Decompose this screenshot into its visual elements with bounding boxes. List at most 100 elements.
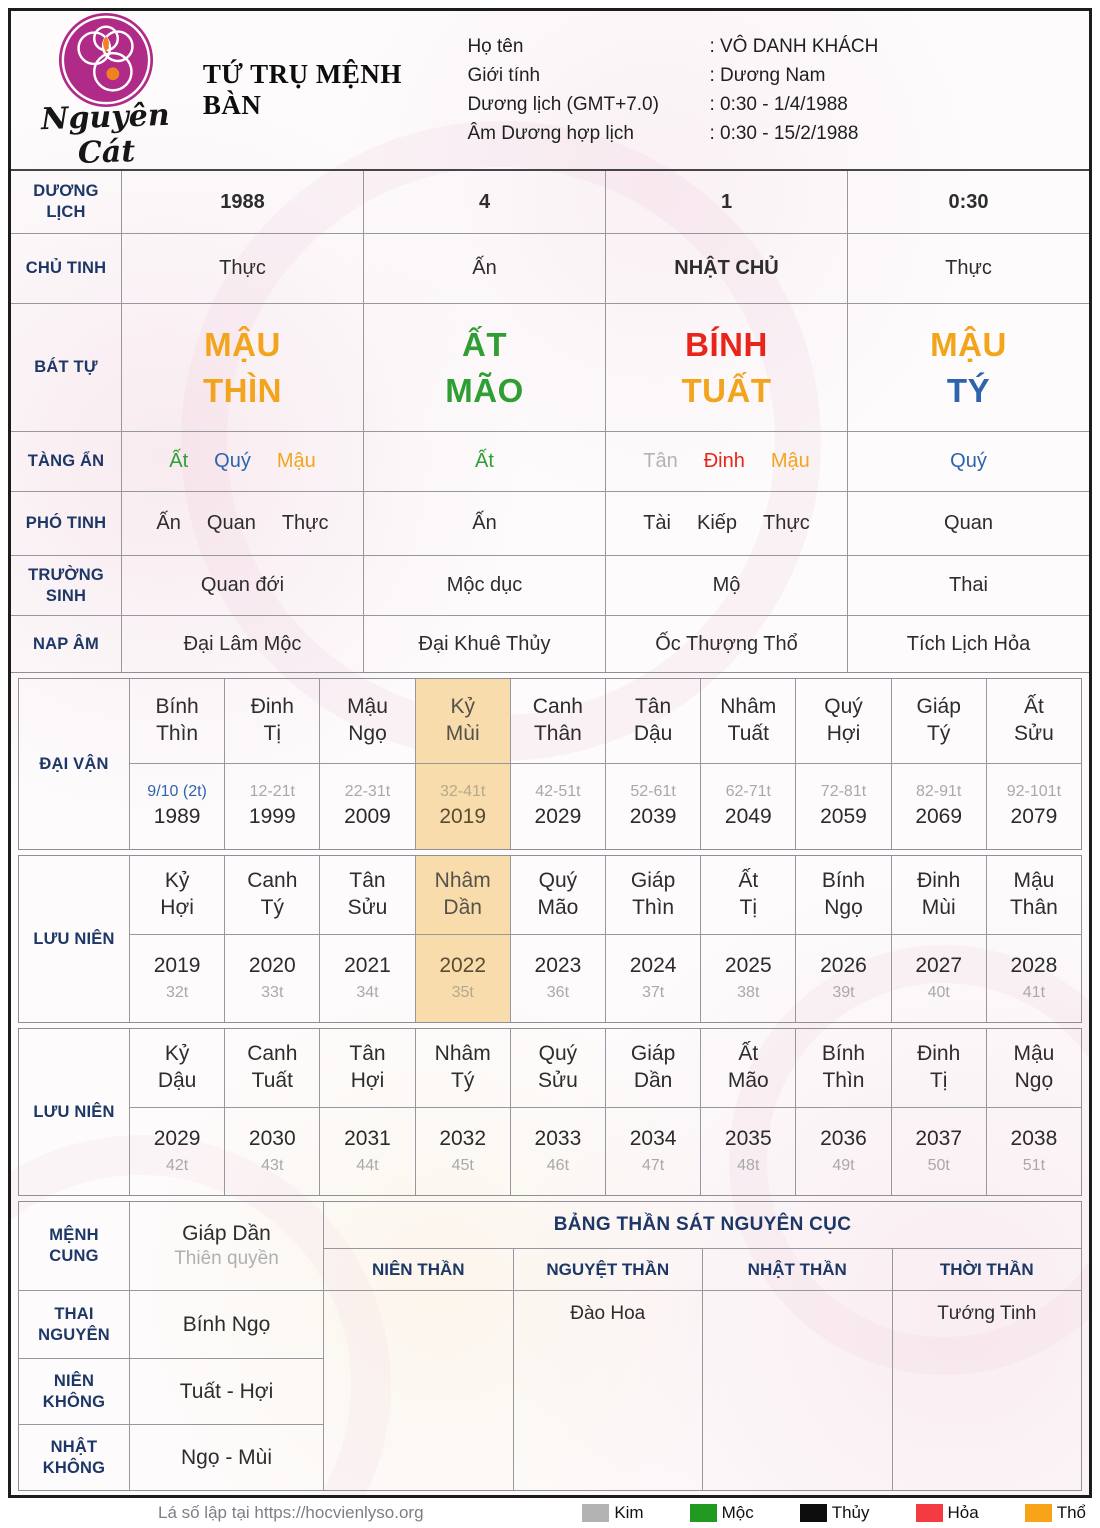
duong-lich-hour: 0:30: [847, 171, 1089, 233]
age: 44t: [356, 1157, 379, 1174]
page-footer: Lá số lập tại https://hocvienlyso.org Ki…: [8, 1500, 1092, 1526]
luu-nien-column[interactable]: Bính Ngọ 2026 39t: [795, 856, 891, 1022]
dai-van-column[interactable]: Bính Thìn 9/10 (2t) 1989: [129, 679, 225, 849]
tho-color-swatch: [1024, 1504, 1052, 1522]
age: 43t: [261, 1157, 284, 1174]
dai-van-column[interactable]: Đinh Tị 12-21t 1999: [224, 679, 320, 849]
row-label-chu-tinh: CHỦ TINH: [11, 233, 121, 303]
tang-an-cell: Ất: [363, 431, 605, 491]
than-sat-value: Tướng Tinh: [891, 1290, 1081, 1490]
luu-nien-column[interactable]: Quý Sửu 2033 46t: [509, 1029, 605, 1195]
year: 2031: [344, 1127, 391, 1150]
age: 48t: [737, 1157, 760, 1174]
dai-van-column-current[interactable]: Kỷ Mùi 32-41t 2019: [414, 679, 510, 849]
dai-van-column[interactable]: Giáp Tý 82-91t 2069: [890, 679, 986, 849]
dai-van-column[interactable]: Ất Sửu 92-101t 2079: [985, 679, 1081, 849]
start-year: 1999: [248, 805, 296, 828]
start-year: 2029: [534, 805, 582, 828]
luu-nien-column[interactable]: Quý Mão 2023 36t: [509, 856, 605, 1022]
dai-van-column[interactable]: Canh Thân 42-51t 2029: [509, 679, 605, 849]
luu-nien-column[interactable]: Mậu Thân 2028 41t: [985, 856, 1081, 1022]
age: 34t: [356, 984, 379, 1001]
hidden-stem: Mậu: [276, 450, 316, 472]
luu-nien-column-current[interactable]: Nhâm Dần 2022 35t: [414, 856, 510, 1022]
info-value: : VÔ DANH KHÁCH: [709, 35, 879, 57]
bat-tu-pillar-day: BÍNH TUẤT: [605, 303, 847, 431]
luu-nien-column[interactable]: Tân Sửu 2021 34t: [319, 856, 415, 1022]
start-year: 2059: [820, 805, 867, 828]
dai-van-column[interactable]: Nhâm Tuất 62-71t 2049: [700, 679, 796, 849]
duong-lich-day: 1: [605, 171, 847, 233]
than-sat-value: [323, 1290, 513, 1490]
hidden-stem: Ất: [169, 450, 189, 472]
nap-am-cell: Tích Lịch Hỏa: [847, 615, 1089, 672]
truong-sinh-cell: Mộ: [605, 555, 847, 615]
row-label-thai-nguyen: THAI NGUYÊN: [19, 1290, 129, 1358]
age-range: 12-21t: [249, 783, 295, 800]
year: 2028: [1010, 954, 1058, 977]
dai-van-column[interactable]: Mậu Ngọ 22-31t 2009: [319, 679, 415, 849]
pillars-section: DƯƠNG LỊCH 1988 4 1 0:30 CHỦ TINH Thực Ấ…: [11, 171, 1089, 673]
than-sat-title: BẢNG THẦN SÁT NGUYÊN CỤC: [323, 1202, 1081, 1248]
truong-sinh-cell: Thai: [847, 555, 1089, 615]
tang-an-cell: Tân Đinh Mậu: [605, 431, 847, 491]
than-sat-header: NHẬT THẦN: [702, 1248, 892, 1290]
luu-nien-column[interactable]: Kỷ Hợi 2019 32t: [129, 856, 225, 1022]
sub-star: Ấn: [156, 512, 181, 534]
luu-nien-column[interactable]: Mậu Ngọ 2038 51t: [985, 1029, 1081, 1195]
sub-star: Kiếp: [697, 512, 738, 534]
age: 36t: [546, 984, 570, 1001]
age: 40t: [927, 984, 950, 1001]
tang-an-cell: Quý: [847, 431, 1089, 491]
age: 51t: [1022, 1157, 1046, 1174]
row-label-luu-nien: LƯU NIÊN: [33, 1102, 115, 1121]
luu-nien-column[interactable]: Giáp Dần 2034 47t: [604, 1029, 701, 1195]
pho-tinh-cell: Ấn: [363, 491, 605, 555]
age-range: 52-61t: [630, 783, 676, 800]
luu-nien-column[interactable]: Ất Mão 2035 48t: [700, 1029, 796, 1195]
kim-color-swatch: [582, 1504, 610, 1522]
luu-nien-column[interactable]: Bính Thìn 2036 49t: [795, 1029, 891, 1195]
luu-nien-column[interactable]: Giáp Thìn 2024 37t: [604, 856, 701, 1022]
info-label: Họ tên: [467, 35, 524, 57]
luu-nien-column[interactable]: Đinh Tị 2037 50t: [890, 1029, 986, 1195]
nap-am-cell: Ốc Thượng Thổ: [605, 615, 847, 672]
luu-nien-column[interactable]: Tân Hợi 2031 44t: [319, 1029, 415, 1195]
menh-cung-main: Giáp Dần: [182, 1222, 271, 1245]
legend-item-tho: Thổ: [1024, 1503, 1086, 1523]
age-range: 32-41t: [440, 783, 486, 800]
age-range: 9/10 (2t): [147, 783, 207, 800]
stem: MẬU: [930, 325, 1007, 363]
hidden-stem: Quý: [950, 450, 987, 472]
age: 47t: [641, 1157, 665, 1174]
age: 35t: [451, 984, 474, 1001]
than-sat-header: THỜI THẦN: [891, 1248, 1081, 1290]
legend-item-moc: Mộc: [689, 1503, 754, 1523]
luu-nien-column[interactable]: Canh Tuất 2030 43t: [224, 1029, 320, 1195]
duong-lich-month: 4: [363, 171, 605, 233]
credit-link[interactable]: Lá số lập tại https://hocvienlyso.org: [158, 1503, 424, 1522]
luu-nien-column[interactable]: Kỷ Dậu 2029 42t: [129, 1029, 225, 1195]
luu-nien-column[interactable]: Nhâm Tý 2032 45t: [414, 1029, 510, 1195]
year: 2036: [820, 1127, 867, 1150]
duong-lich-year: 1988: [121, 171, 363, 233]
year: 2032: [439, 1127, 487, 1150]
luu-nien-column[interactable]: Ất Tị 2025 38t: [700, 856, 796, 1022]
year: 2029: [153, 1127, 201, 1150]
luu-nien-column[interactable]: Đinh Mùi 2027 40t: [890, 856, 986, 1022]
sub-star: Tài: [643, 512, 672, 534]
age: 32t: [165, 984, 189, 1001]
thuy-color-swatch: [799, 1504, 827, 1522]
year: 2037: [915, 1127, 963, 1150]
dai-van-column[interactable]: Tân Dậu 52-61t 2039: [604, 679, 701, 849]
luu-nien-column[interactable]: Canh Tý 2020 33t: [224, 856, 320, 1022]
age-range: 92-101t: [1006, 783, 1062, 800]
chu-tinh-cell: Thực: [121, 233, 363, 303]
age: 39t: [832, 984, 855, 1001]
sub-star: Thực: [763, 512, 810, 534]
info-value: : 0:30 - 1/4/1988: [709, 93, 848, 115]
nhat-khong-value: Ngọ - Mùi: [129, 1424, 323, 1490]
chu-tinh-nhat-chu: NHẬT CHỦ: [605, 233, 847, 303]
dai-van-column[interactable]: Quý Hợi 72-81t 2059: [795, 679, 891, 849]
hidden-stem: Ất: [475, 450, 494, 472]
